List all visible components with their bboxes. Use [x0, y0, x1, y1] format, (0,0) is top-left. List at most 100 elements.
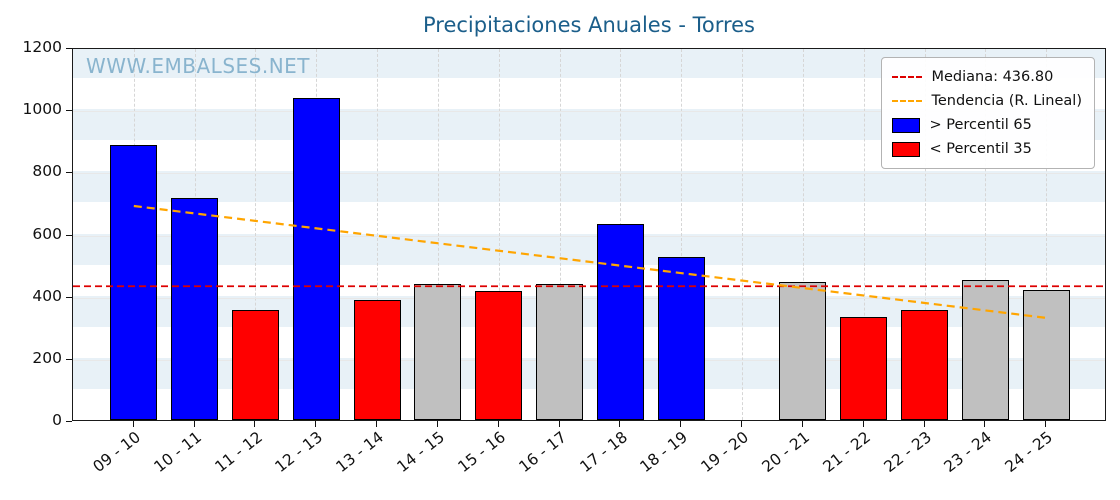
bar [961, 279, 1009, 420]
y-tick-label: 0 [52, 411, 62, 429]
y-tick [66, 234, 72, 236]
x-gridline [498, 49, 500, 420]
bar [231, 309, 279, 420]
x-tick [254, 421, 256, 427]
legend-item: Tendencia (R. Lineal) [892, 90, 1082, 112]
x-tick [862, 421, 864, 427]
legend: Mediana: 436.80 Tendencia (R. Lineal) > Pe… [881, 57, 1095, 169]
x-tick-label-text: 17 - 18 [576, 428, 631, 476]
legend-label: Tendencia (R. Lineal) [931, 93, 1082, 109]
x-tick [376, 421, 378, 427]
background-band [73, 171, 1105, 203]
legend-patch-sample [892, 141, 921, 157]
bar [1022, 290, 1070, 420]
x-tick-label-text: 16 - 17 [515, 428, 570, 476]
bar [353, 300, 401, 420]
bar [110, 144, 158, 420]
x-tick-label-text: 14 - 15 [393, 428, 449, 476]
x-gridline [681, 49, 683, 420]
x-tick [436, 421, 438, 427]
y-gridline [73, 111, 1105, 113]
legend-item: > Percentil 65 [892, 114, 1082, 136]
x-gridline [742, 49, 744, 420]
x-gridline [863, 49, 865, 420]
legend-label: Mediana: 436.80 [931, 69, 1054, 85]
x-tick-label-text: 20 - 21 [758, 428, 813, 476]
y-tick-label: 1200 [22, 38, 62, 56]
x-gridline [802, 49, 804, 420]
x-tick-label-text: 13 - 14 [332, 428, 388, 476]
y-tick-label: 1000 [22, 100, 62, 119]
y-tick [66, 172, 72, 174]
x-tick-label-text: 09 - 10 [89, 428, 144, 476]
x-tick [801, 421, 803, 427]
bar [171, 197, 219, 420]
watermark: WWW.EMBALSES.NET [86, 54, 311, 78]
x-tick-label-text: 19 - 20 [697, 428, 753, 476]
x-tick [497, 421, 499, 427]
x-gridline [1046, 49, 1048, 420]
legend-item: Mediana: 436.80 [892, 66, 1082, 88]
x-tick [984, 421, 986, 427]
bar [414, 284, 462, 420]
x-tick [132, 421, 134, 427]
x-tick-label-text: 22 - 23 [880, 428, 935, 476]
x-tick-label-text: 15 - 16 [454, 428, 509, 476]
x-gridline [377, 49, 379, 420]
y-gridline [73, 235, 1105, 237]
x-tick-label-text: 21 - 22 [819, 428, 874, 476]
y-gridline [73, 173, 1105, 175]
x-tick-label-text: 18 - 19 [636, 428, 692, 476]
bar [657, 256, 705, 420]
legend-line-sample [892, 76, 923, 78]
x-tick [1045, 421, 1047, 427]
bar [779, 282, 827, 420]
y-tick [66, 110, 72, 112]
y-tick [66, 48, 72, 49]
gridlines [73, 49, 1105, 420]
y-tick [66, 358, 72, 360]
x-gridline [255, 49, 257, 420]
bar [475, 291, 523, 420]
y-tick-label: 600 [32, 224, 62, 243]
legend-patch-sample [892, 117, 921, 133]
y-tick-label: 800 [32, 162, 62, 181]
legend-label: < Percentil 35 [929, 141, 1032, 157]
bar [292, 98, 340, 420]
bar [596, 223, 644, 420]
bars-layer [73, 49, 1105, 420]
y-tick [66, 421, 72, 422]
plot-area: WWW.EMBALSES.NET Mediana: 436.80 Tendenci… [72, 48, 1106, 421]
x-tick-label-text: 11 - 12 [211, 428, 266, 476]
y-gridline [73, 297, 1105, 299]
chart-title: Precipitaciones Anuales - Torres [423, 13, 755, 37]
x-tick-label-text: 12 - 13 [272, 428, 327, 476]
x-tick [315, 421, 317, 427]
x-tick-label-text: 23 - 24 [941, 428, 996, 476]
y-tick [66, 296, 72, 298]
legend-line-sample [892, 100, 923, 102]
x-tick [619, 421, 621, 427]
x-tick [923, 421, 925, 427]
x-gridline [924, 49, 926, 420]
background-band [73, 233, 1105, 265]
x-gridline [437, 49, 439, 420]
x-tick-label-text: 10 - 11 [150, 428, 205, 476]
y-tick-label: 200 [32, 348, 62, 367]
legend-item: < Percentil 35 [892, 138, 1082, 160]
legend-label: > Percentil 65 [929, 117, 1032, 133]
x-gridline [559, 49, 561, 420]
reference-lines [73, 204, 1105, 319]
bar [901, 309, 949, 420]
x-tick-label-text: 24 - 25 [1001, 428, 1057, 476]
x-tick [558, 421, 560, 427]
bar [840, 317, 888, 420]
x-tick [193, 421, 195, 427]
x-tick [741, 421, 743, 427]
bar [536, 284, 584, 420]
y-gridline [73, 359, 1105, 361]
y-tick-label: 400 [32, 286, 62, 305]
